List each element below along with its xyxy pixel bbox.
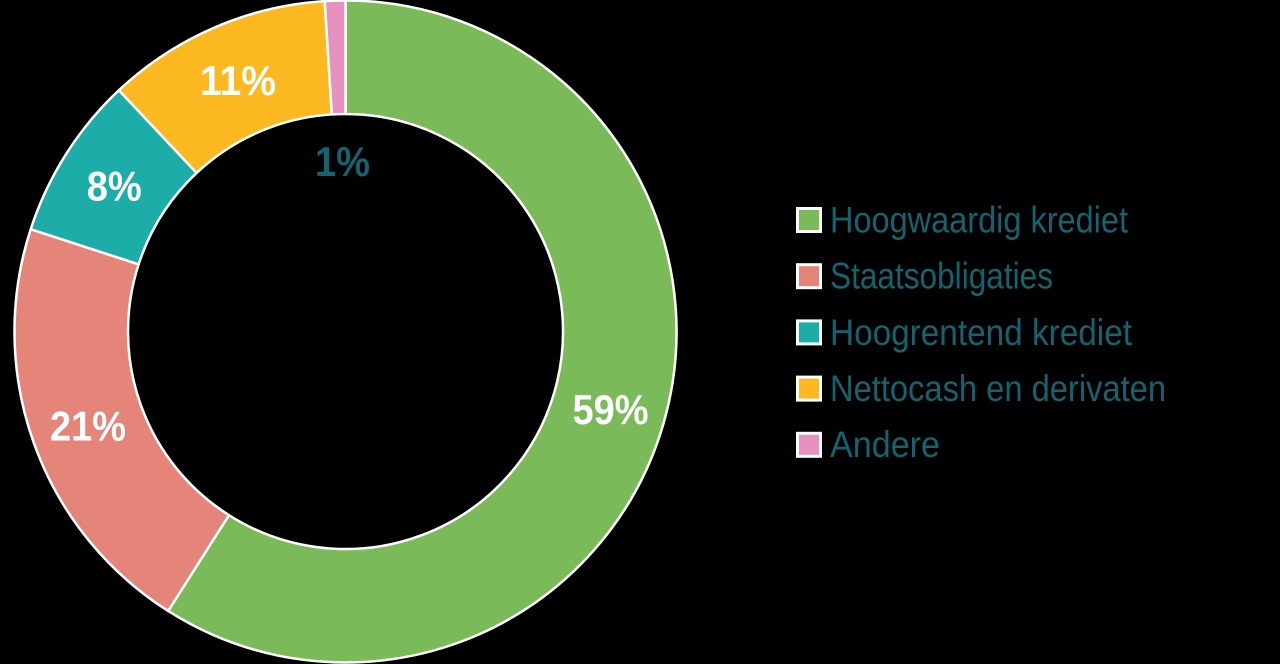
svg-text:11%: 11% bbox=[200, 57, 276, 104]
svg-text:8%: 8% bbox=[87, 162, 142, 209]
svg-text:1%: 1% bbox=[315, 138, 370, 185]
svg-text:Staatsobligaties: Staatsobligaties bbox=[830, 256, 1053, 297]
svg-text:Hoogwaardig krediet: Hoogwaardig krediet bbox=[830, 199, 1129, 240]
svg-text:Andere: Andere bbox=[830, 424, 940, 465]
svg-text:Nettocash en derivaten: Nettocash en derivaten bbox=[830, 368, 1166, 409]
svg-text:Hoogrentend krediet: Hoogrentend krediet bbox=[830, 312, 1133, 353]
svg-text:21%: 21% bbox=[50, 402, 126, 449]
svg-text:59%: 59% bbox=[573, 386, 649, 433]
